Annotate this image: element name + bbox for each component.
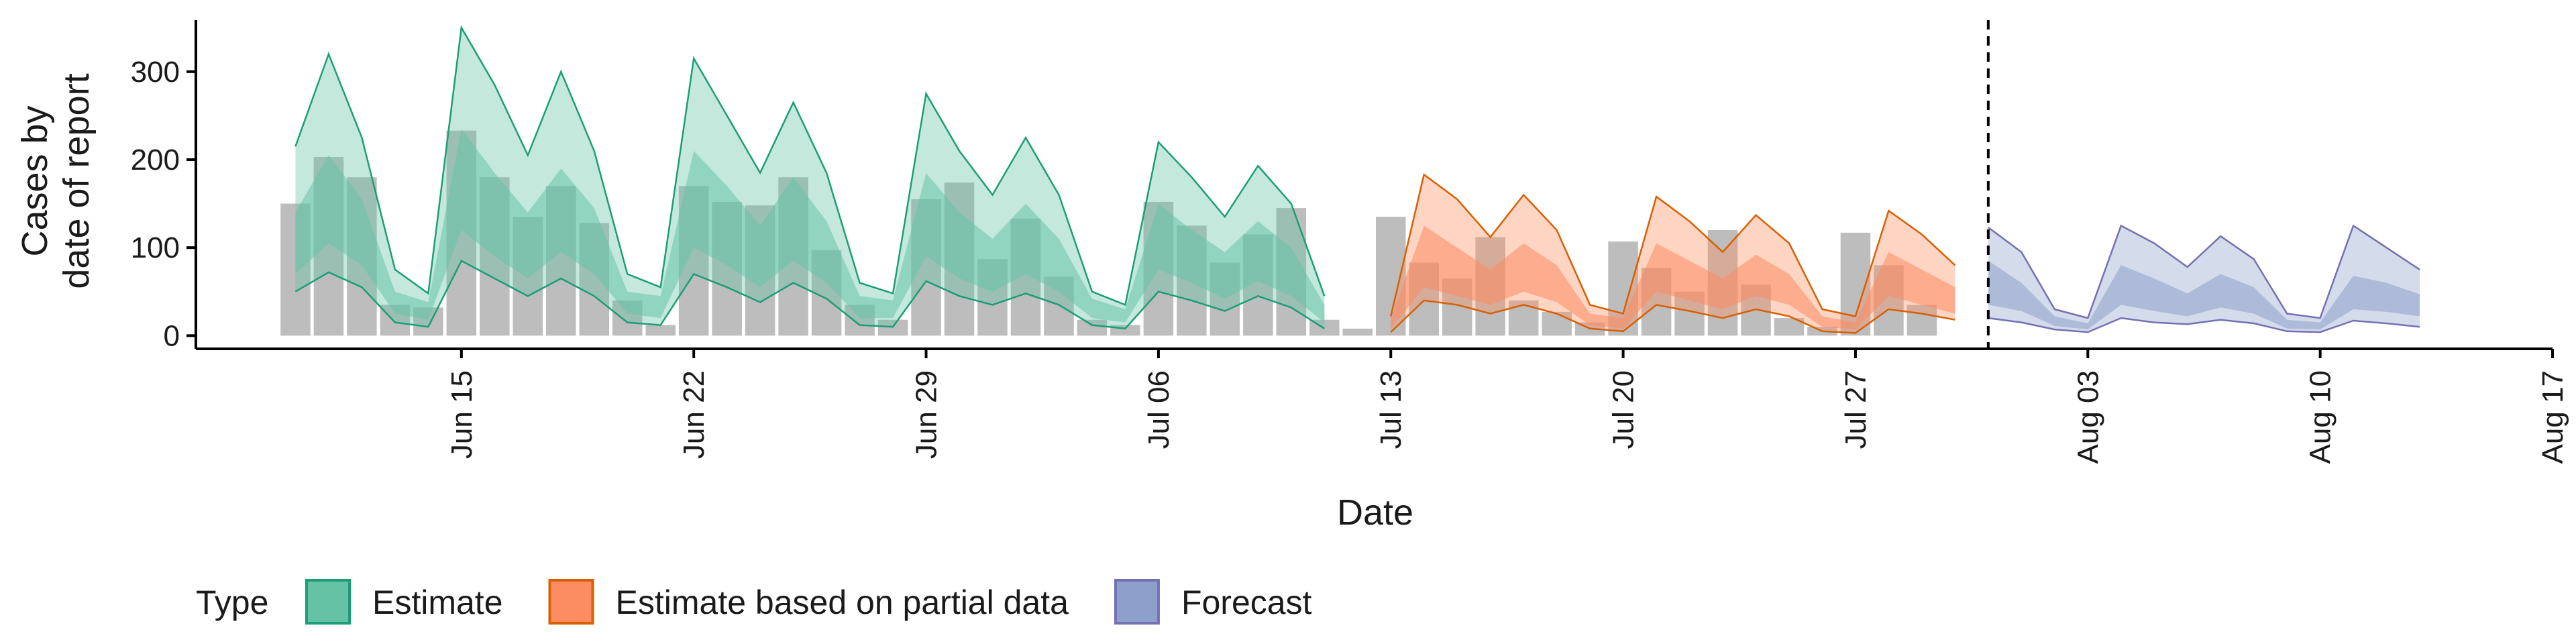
x-axis-title: Date — [1337, 492, 1413, 533]
x-tick-label: Jul 27 — [1839, 370, 1872, 449]
x-tick-label: Jun 15 — [445, 370, 478, 459]
legend-swatch — [305, 579, 351, 625]
axes: 0 100 200 300 Jun 15 Jun 22 Jun 29 Jul 06 Jul 13… — [131, 20, 2569, 464]
case-bar — [1907, 305, 1937, 336]
partial-upper-line — [1389, 173, 1956, 317]
forecast-lower-line — [1988, 317, 2420, 333]
x-tick-label: Aug 10 — [2304, 370, 2337, 464]
legend: Type Estimate Estimate based on partial da… — [196, 579, 1312, 625]
y-tick-label: 0 — [164, 319, 180, 352]
case-bar — [1508, 300, 1539, 336]
legend-swatch — [1114, 579, 1160, 625]
case-bar — [645, 325, 676, 336]
legend-title: Type — [196, 584, 268, 621]
legend-label: Estimate — [372, 584, 503, 621]
y-tick-label: 100 — [131, 231, 180, 264]
y-tick-label: 200 — [131, 144, 180, 176]
y-axis-title: Cases by date of report — [15, 73, 97, 288]
case-bar — [1542, 311, 1572, 336]
legend-swatch — [548, 579, 594, 625]
x-tick-label: Jul 06 — [1142, 370, 1175, 449]
legend-item-forecast: Forecast — [1114, 579, 1312, 625]
x-tick-label: Jun 29 — [910, 370, 943, 459]
case-bar — [877, 319, 908, 336]
legend-item-estimate: Estimate — [305, 579, 503, 625]
estimate-bands — [294, 25, 2420, 334]
legend-label: Forecast — [1181, 584, 1312, 621]
x-tick-label: Jul 13 — [1375, 370, 1407, 449]
x-tick-label: Jun 22 — [678, 370, 710, 459]
case-bar — [1342, 328, 1373, 336]
estimate-lower-line — [294, 260, 1325, 330]
partial-lower-line — [1390, 299, 1955, 334]
forecast-upper-line — [1988, 224, 2420, 319]
y-axis-title-line: date of report — [56, 73, 97, 288]
legend-label: Estimate based on partial data — [616, 584, 1069, 621]
partial-band-50 — [1391, 225, 1955, 330]
case-bar — [1077, 319, 1108, 336]
x-tick-label: Aug 17 — [2536, 370, 2569, 464]
x-tick-label: Aug 03 — [2072, 370, 2104, 464]
forecast-band-50 — [1988, 260, 2420, 330]
y-tick-label: 300 — [131, 56, 180, 89]
legend-item-partial: Estimate based on partial data — [548, 579, 1069, 625]
estimate-band-50 — [295, 129, 1325, 323]
forecast-band-90 — [1988, 225, 2420, 333]
y-axis-title-line: Cases by — [15, 105, 55, 256]
estimate-upper-line — [294, 25, 1326, 307]
x-tick-label: Jul 20 — [1607, 370, 1640, 449]
